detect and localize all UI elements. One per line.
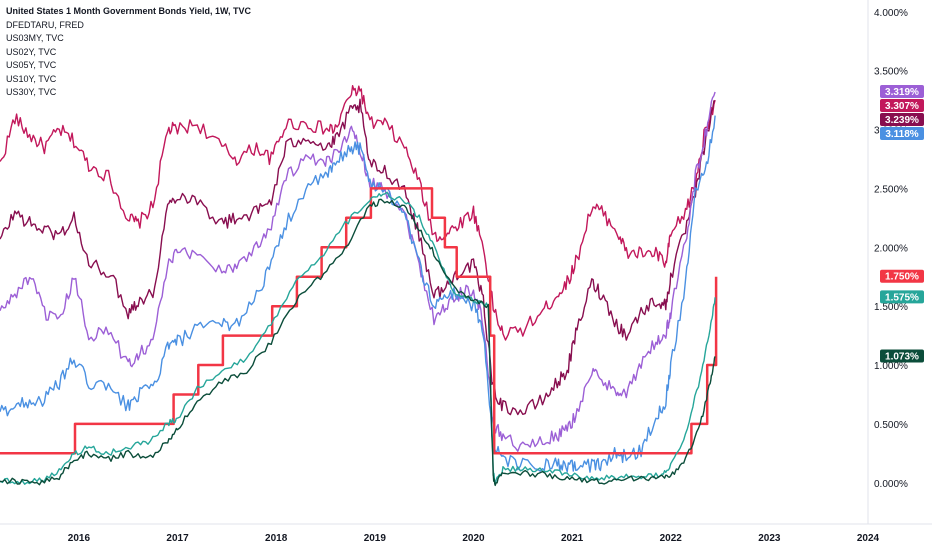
legend-item-dfedtaru[interactable]: DFEDTARU, FRED xyxy=(6,19,84,30)
y-tick-label: 1.500% xyxy=(874,302,908,313)
last-value-badge: 3.239% xyxy=(880,112,924,126)
series-line-us30y-tvc[interactable] xyxy=(0,85,716,341)
series-line-united-states-1-month-government-bonds-yield[interactable] xyxy=(0,198,716,487)
last-value-badge: 3.319% xyxy=(880,84,924,98)
badge-background xyxy=(880,290,924,304)
series-layer xyxy=(0,85,718,487)
x-tick-label: 2016 xyxy=(68,533,91,544)
x-tick-label: 2017 xyxy=(166,533,189,544)
y-tick-label: 0.000% xyxy=(874,479,908,490)
y-tick-label: 0.500% xyxy=(874,420,908,431)
price-axis[interactable]: 0.000%0.500%1.000%1.500%2.000%2.500%3.00… xyxy=(874,8,908,490)
x-tick-label: 2019 xyxy=(364,533,387,544)
series-line-dfedtaru-fred[interactable] xyxy=(0,187,718,455)
badge-background xyxy=(880,126,924,140)
x-tick-label: 2022 xyxy=(660,533,683,544)
y-tick-label: 1.000% xyxy=(874,361,908,372)
x-tick-label: 2021 xyxy=(561,533,584,544)
last-value-badges: 3.319% 3.307% 3.239% 3.118% 1.750% 1.575% 1.07… xyxy=(880,84,924,363)
chart-legend: United States 1 Month Government Bonds Y… xyxy=(6,5,251,100)
series-line-us10y-tvc[interactable] xyxy=(0,98,716,416)
series-line-us03my-tvc[interactable] xyxy=(0,191,716,485)
last-value-badge: 1.073% xyxy=(880,349,924,363)
legend-item-us03my[interactable]: US03MY, TVC xyxy=(6,33,64,43)
badge-value: 1.073% xyxy=(885,351,919,362)
last-value-badge: 1.750% xyxy=(880,269,924,283)
last-value-badge: 3.307% xyxy=(880,98,924,112)
legend-title[interactable]: United States 1 Month Government Bonds Y… xyxy=(6,6,252,16)
y-tick-label: 2.000% xyxy=(874,243,908,254)
last-value-badge: 1.575% xyxy=(880,290,924,304)
badge-background xyxy=(880,84,924,98)
legend-item-us05y[interactable]: US05Y, TVC xyxy=(6,60,57,70)
badge-value: 3.118% xyxy=(885,129,918,140)
badge-value: 3.239% xyxy=(885,115,919,126)
badge-value: 1.750% xyxy=(885,272,919,283)
badge-background xyxy=(880,112,924,126)
badge-value: 3.307% xyxy=(885,101,919,112)
badge-value: 3.319% xyxy=(885,87,919,98)
badge-background xyxy=(880,98,924,112)
badge-background xyxy=(880,349,924,363)
legend-item-us30y[interactable]: US30Y, TVC xyxy=(6,87,57,97)
legend-item-us02y[interactable]: US02Y, TVC xyxy=(6,46,57,57)
badge-background xyxy=(880,269,924,283)
y-tick-label: 3.500% xyxy=(874,67,908,78)
badge-value: 1.575% xyxy=(885,292,919,303)
series-line-us02y-tvc[interactable] xyxy=(0,115,716,473)
y-tick-label: 4.000% xyxy=(874,8,908,19)
legend-item-us10y[interactable]: US10Y, TVC xyxy=(6,73,57,84)
x-tick-label: 2024 xyxy=(857,533,880,544)
last-value-badge: 3.118% xyxy=(880,126,924,140)
x-tick-label: 2023 xyxy=(758,533,781,544)
y-tick-label: 2.500% xyxy=(874,184,908,195)
x-tick-label: 2020 xyxy=(462,533,485,544)
time-axis[interactable]: 2016 2017 2018 2019 2020 2021 2022 2023 2024 xyxy=(68,533,880,544)
x-tick-label: 2018 xyxy=(265,533,288,544)
